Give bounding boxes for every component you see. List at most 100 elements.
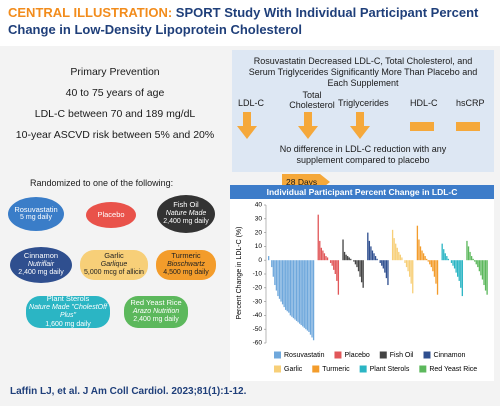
bar	[457, 260, 459, 277]
bar	[334, 260, 336, 274]
bar	[333, 260, 335, 270]
no-change-bar	[456, 122, 480, 131]
bar	[342, 239, 344, 261]
bar	[399, 254, 402, 261]
bar	[395, 243, 397, 261]
bar	[289, 260, 292, 316]
arm-dose: 4,500 mg daily	[163, 269, 209, 277]
bar	[455, 260, 457, 273]
y-tick-label: 0	[258, 257, 262, 264]
down-arrow	[298, 112, 318, 139]
bar	[467, 246, 470, 261]
arm-name: Cinnamon	[23, 251, 59, 261]
bar	[337, 260, 340, 295]
bar	[359, 260, 361, 277]
y-tick-label: -40	[253, 312, 263, 319]
arm: Plant Sterols Nature Made "CholestOff Plu…	[26, 294, 110, 328]
outcomes-heading: Rosuvastatin Decreased LDL-C, Total Chol…	[248, 56, 478, 88]
bar	[426, 258, 428, 261]
bar	[474, 260, 476, 262]
bar	[312, 260, 315, 341]
bar	[343, 251, 346, 261]
arm-name: Plant Sterols	[46, 294, 90, 303]
arm-name: Red Yeast Rice	[130, 298, 182, 308]
bar	[271, 260, 273, 268]
bar	[278, 260, 281, 299]
bar	[401, 257, 403, 261]
bar	[480, 260, 482, 276]
bar	[325, 256, 327, 261]
bar	[436, 260, 439, 295]
y-tick-label: -60	[253, 340, 263, 347]
bar	[419, 246, 422, 261]
bar	[410, 260, 412, 284]
bar	[311, 260, 313, 338]
legend-swatch	[312, 365, 320, 373]
bar	[379, 260, 381, 263]
outcome-label: Triglycerides	[338, 98, 389, 108]
legend-swatch	[334, 351, 342, 359]
bar	[345, 254, 347, 261]
bar	[281, 260, 284, 305]
bar	[484, 260, 487, 291]
bar	[385, 260, 388, 279]
bar	[453, 260, 456, 269]
bar	[297, 260, 299, 323]
bar	[268, 256, 270, 261]
down-arrow	[350, 112, 370, 139]
bar	[405, 260, 408, 268]
bar	[329, 260, 332, 263]
legend-label: Garlic	[284, 366, 303, 373]
bar	[443, 249, 445, 261]
bar	[317, 214, 319, 261]
randomization-text: Randomized to one of the following:	[30, 178, 174, 188]
bar	[350, 258, 352, 261]
bar	[452, 260, 454, 266]
bar	[286, 260, 288, 312]
bar	[295, 260, 298, 321]
legend-label: Cinnamon	[434, 352, 466, 359]
outcomes-box: Rosuvastatin Decreased LDL-C, Total Chol…	[232, 50, 494, 172]
outcome-icons	[237, 112, 480, 139]
bar	[322, 250, 324, 261]
bar	[404, 260, 406, 263]
arm: Turmeric Bioschwartz 4,500 mg daily	[156, 250, 216, 280]
arm-dose: 2,400 mg daily	[133, 316, 179, 324]
bar	[302, 260, 304, 327]
bar	[272, 260, 274, 277]
bar	[274, 260, 276, 286]
y-tick-label: 10	[255, 243, 263, 250]
bar	[320, 247, 322, 261]
duration-label: 28 Days	[286, 177, 318, 187]
prevention-item: 10-year ASCVD risk between 5% and 20%	[15, 129, 215, 141]
y-tick-label: -20	[253, 285, 263, 292]
arm: Fish Oil Nature Made 2,400 mg daily	[157, 195, 215, 233]
bar	[475, 260, 477, 265]
bar	[371, 250, 374, 261]
no-change-bar	[410, 122, 434, 131]
bar	[416, 225, 419, 261]
y-tick-label: 30	[255, 216, 263, 223]
arm-dose: 5 mg daily	[20, 214, 52, 221]
bar	[472, 258, 474, 261]
bar	[384, 260, 386, 273]
outcome-label: HDL-C	[410, 98, 438, 108]
bar	[450, 260, 453, 263]
bar	[300, 260, 302, 326]
bar	[309, 260, 312, 335]
bar	[458, 260, 460, 281]
bar	[424, 256, 426, 261]
bar	[323, 253, 326, 261]
bar	[433, 260, 436, 277]
bar	[353, 260, 355, 262]
chart-title: Individual Participant Percent Change in…	[267, 187, 458, 197]
arm: Red Yeast Rice Arazo Nutrition 2,400 mg da…	[124, 296, 188, 328]
arm-brand: Nature Made "CholestOff Plus"	[29, 303, 107, 320]
bar	[418, 239, 420, 261]
outcomes-note: No difference in LDL-C reduction with an…	[279, 144, 447, 165]
arm-dose: 2,400 mg daily	[163, 218, 209, 226]
bar	[469, 251, 471, 261]
bar	[477, 260, 479, 268]
legend-swatch	[359, 365, 367, 373]
